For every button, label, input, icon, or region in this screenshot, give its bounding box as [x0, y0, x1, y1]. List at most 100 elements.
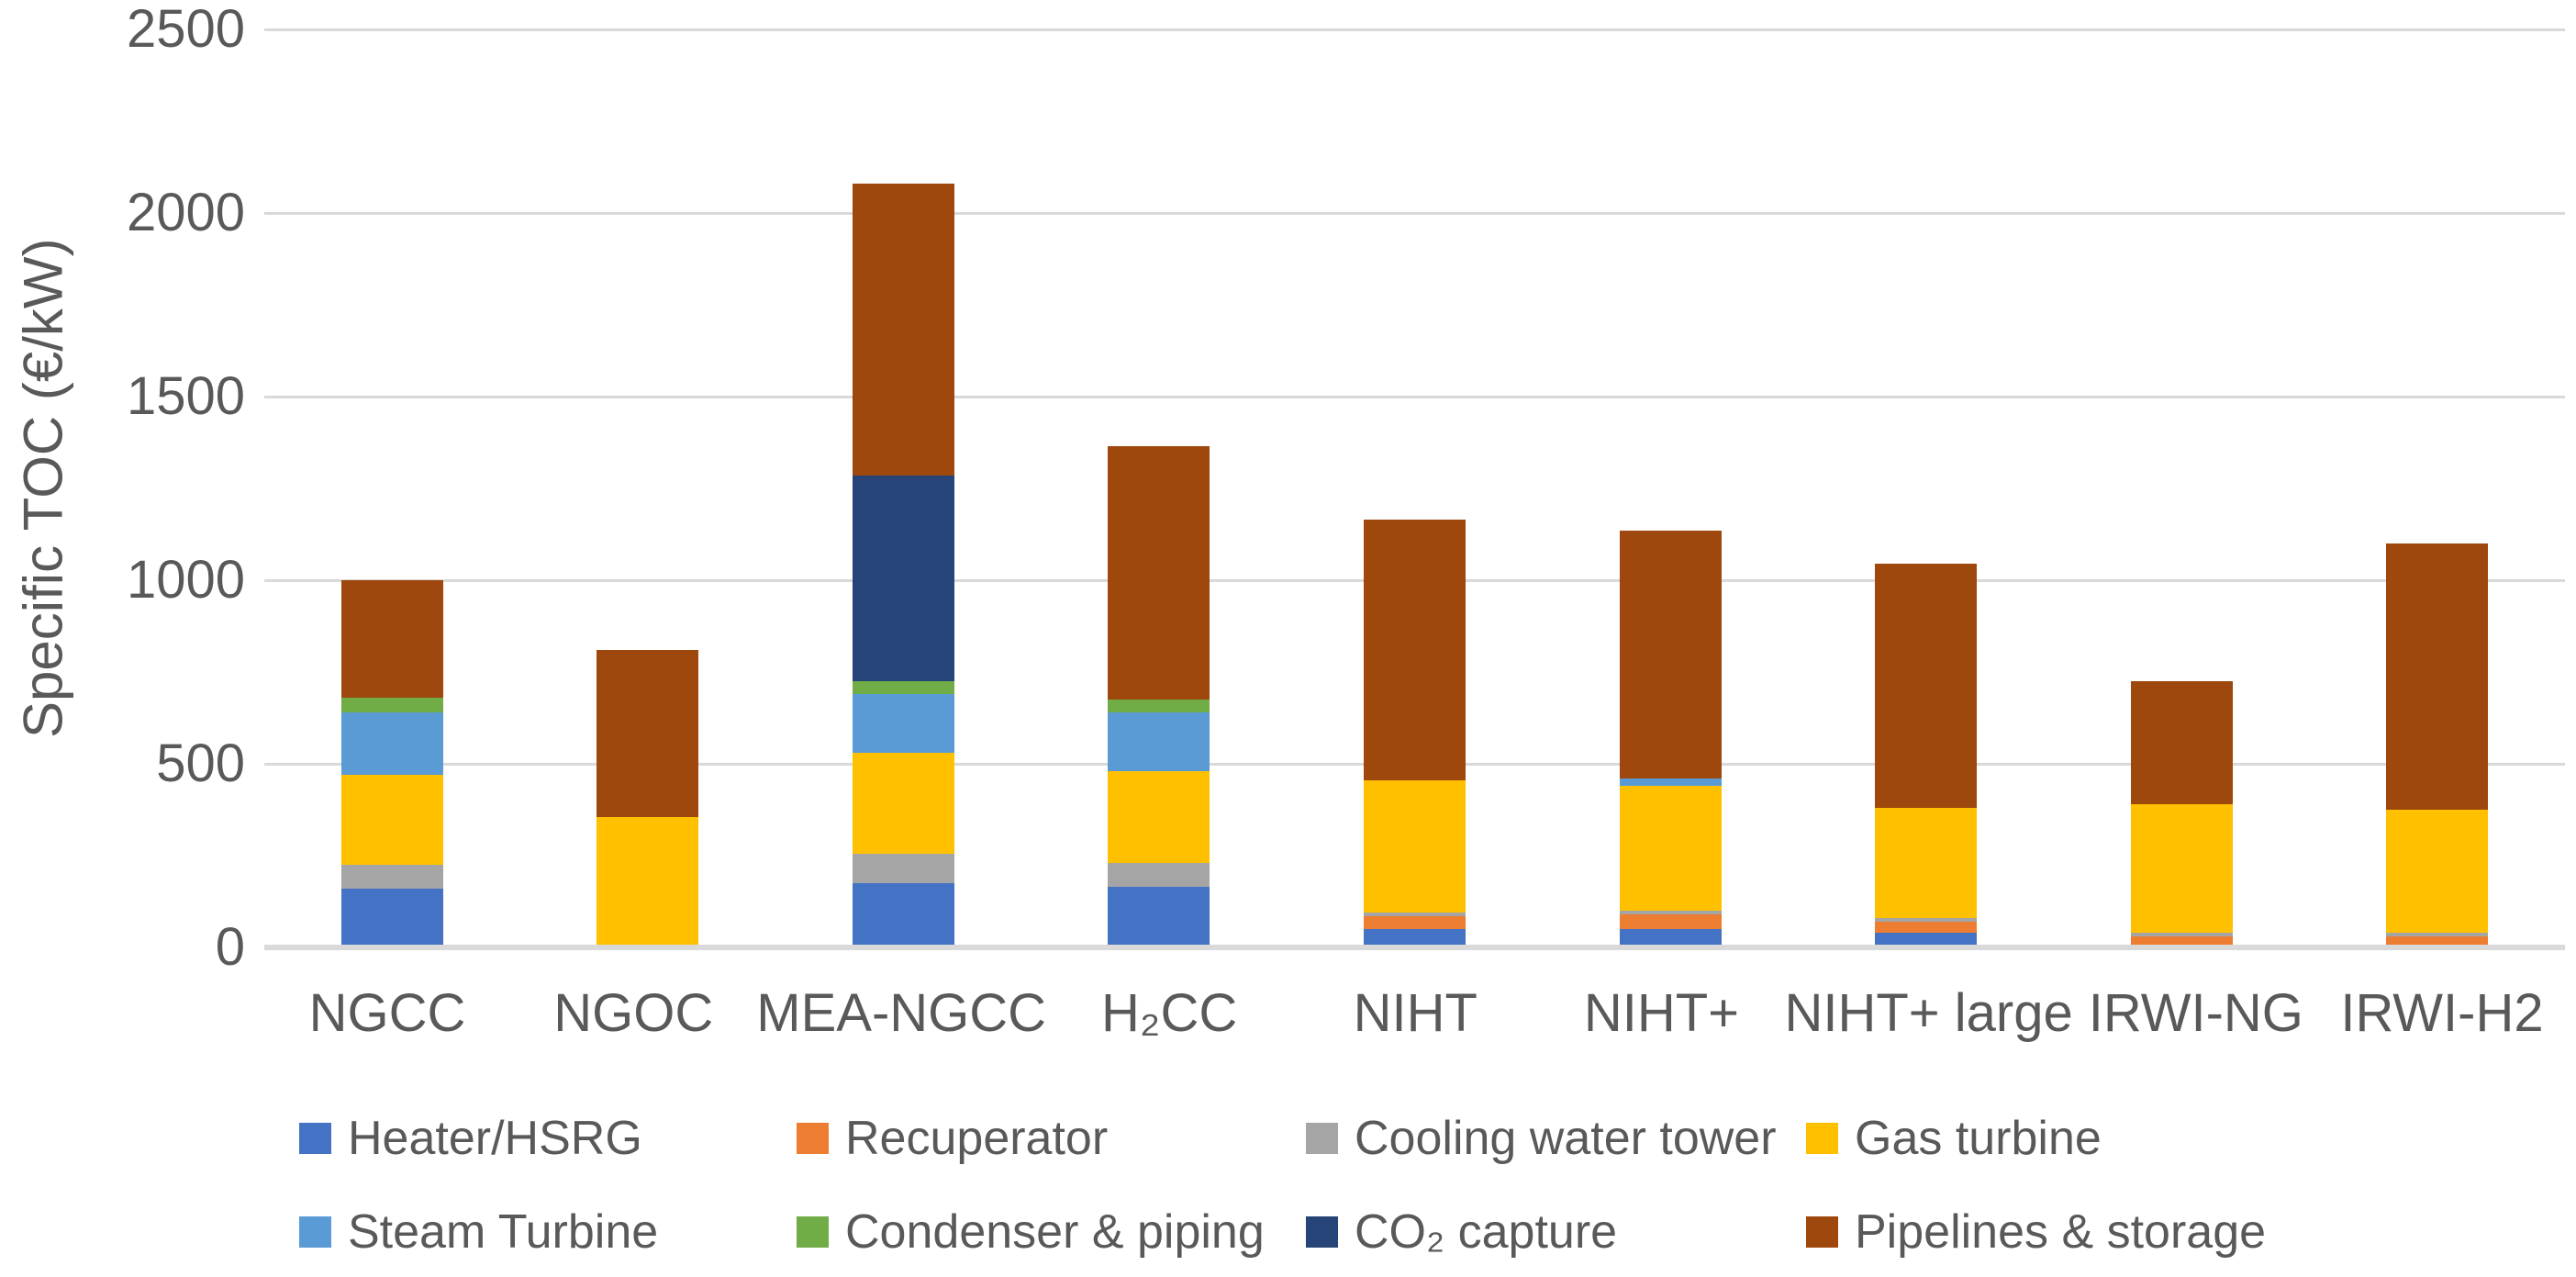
bar-segment: [2386, 543, 2489, 810]
bar-segment: [2386, 933, 2489, 936]
legend-label: Cooling water tower: [1355, 1112, 1777, 1165]
legend-item: Heater/HSRG: [299, 1107, 797, 1170]
bar-stack: [340, 580, 443, 947]
bar-segment: [1619, 929, 1722, 947]
x-axis-line: [264, 945, 2565, 950]
legend-swatch: [1306, 1216, 1338, 1248]
bar-segment: [852, 883, 954, 947]
bar-segment: [852, 476, 954, 681]
legend-swatch: [1806, 1123, 1838, 1154]
x-category-label: NGCC: [308, 983, 466, 1043]
bar-segment: [1108, 700, 1210, 712]
bar-segment: [1875, 922, 1978, 933]
legend-label: Recuperator: [845, 1112, 1109, 1165]
bar-segment: [340, 580, 443, 698]
y-tick-label: 2500: [126, 0, 245, 59]
x-category-label: NIHT+: [1583, 983, 1739, 1043]
bar-stack: [1364, 520, 1466, 947]
y-tick-label: 0: [215, 917, 245, 977]
bar-column-5: [1287, 29, 1543, 947]
legend-label: Pipelines & storage: [1855, 1205, 2267, 1259]
x-category-label: NIHT+ large: [1784, 983, 2073, 1043]
y-tick-label: 1500: [126, 366, 245, 426]
bar-segment: [1619, 779, 1722, 786]
x-category-label: NGOC: [553, 983, 714, 1043]
bar-column-8: [2054, 29, 2310, 947]
bar-segment: [852, 184, 954, 476]
y-tick-label: 2000: [126, 183, 245, 242]
bar-segment: [1364, 913, 1466, 916]
bar-column-4: [1032, 29, 1288, 947]
bar-segment: [1619, 911, 1722, 914]
legend-item: Pipelines & storage: [1806, 1201, 2266, 1263]
legend-swatch: [299, 1123, 331, 1154]
x-category-label: NIHT: [1353, 983, 1478, 1043]
bar-segment: [1875, 918, 1978, 922]
legend-item: Condenser & piping: [797, 1201, 1306, 1263]
x-category-label: MEA-NGCC: [756, 983, 1047, 1043]
bar-column-9: [2310, 29, 2566, 947]
bar-segment: [1619, 786, 1722, 911]
bar-segment: [340, 775, 443, 865]
bar-column-1: [264, 29, 520, 947]
bar-segment: [852, 854, 954, 883]
bar-segment: [2130, 681, 2233, 804]
bar-segment: [1108, 887, 1210, 947]
bar-column-7: [1798, 29, 2054, 947]
legend-label: Steam Turbine: [348, 1205, 659, 1259]
bar-segment: [2386, 810, 2489, 933]
plot-area: [264, 28, 2565, 950]
bar-stack: [1875, 564, 1978, 947]
bar-segment: [1619, 531, 1722, 779]
legend-swatch: [299, 1216, 331, 1248]
bar-segment: [1875, 564, 1978, 808]
bar-stack: [2386, 543, 2489, 947]
bar-segment: [852, 694, 954, 753]
bar-segment: [1364, 780, 1466, 913]
gridline: [264, 211, 2565, 215]
bar-column-2: [520, 29, 776, 947]
bar-segment: [1108, 863, 1210, 887]
bar-segment: [340, 698, 443, 712]
legend-label: Heater/HSRG: [348, 1112, 642, 1165]
bar-segment: [340, 865, 443, 889]
x-axis-labels: NGCC NGOC MEA-NGCC H₂CC NIHT NIHT+ NIHT+ large…: [264, 982, 2565, 1044]
bar-segment: [1364, 520, 1466, 780]
x-category-label: IRWI-H2: [2340, 983, 2544, 1043]
gridline: [264, 28, 2565, 31]
legend-swatch: [797, 1216, 829, 1248]
legend-label: CO₂ capture: [1355, 1205, 1618, 1259]
gridline: [264, 395, 2565, 398]
y-tick-label: 1000: [126, 550, 245, 610]
legend: Heater/HSRG Recuperator Cooling water towe…: [299, 1107, 2266, 1263]
bar-segment: [2130, 804, 2233, 933]
bar-segment: [1108, 712, 1210, 771]
bar-stack: [1108, 446, 1210, 947]
bar-segment: [1108, 446, 1210, 700]
bar-segment: [1364, 929, 1466, 947]
legend-item: Recuperator: [797, 1107, 1306, 1170]
bar-stack: [597, 650, 699, 947]
x-category-label: H₂CC: [1101, 983, 1238, 1043]
legend-label: Gas turbine: [1855, 1112, 2102, 1165]
bar-column-3: [775, 29, 1032, 947]
legend-item: Gas turbine: [1806, 1107, 2266, 1170]
bar-segment: [1364, 916, 1466, 929]
legend-label: Condenser & piping: [845, 1205, 1265, 1259]
bar-segment: [340, 712, 443, 775]
bars-container: [264, 29, 2565, 947]
bar-column-6: [1543, 29, 1799, 947]
bar-segment: [597, 650, 699, 817]
y-tick-label: 500: [156, 734, 245, 793]
legend-swatch: [1306, 1123, 1338, 1154]
bar-segment: [1875, 808, 1978, 918]
legend-item: Cooling water tower: [1306, 1107, 1806, 1170]
bar-segment: [2130, 933, 2233, 936]
bar-segment: [1619, 914, 1722, 929]
bar-segment: [852, 681, 954, 694]
bar-stack: [852, 184, 954, 947]
bar-stack: [2130, 681, 2233, 947]
x-category-label: IRWI-NG: [2088, 983, 2303, 1043]
legend-item: Steam Turbine: [299, 1201, 797, 1263]
legend-swatch: [797, 1123, 829, 1154]
